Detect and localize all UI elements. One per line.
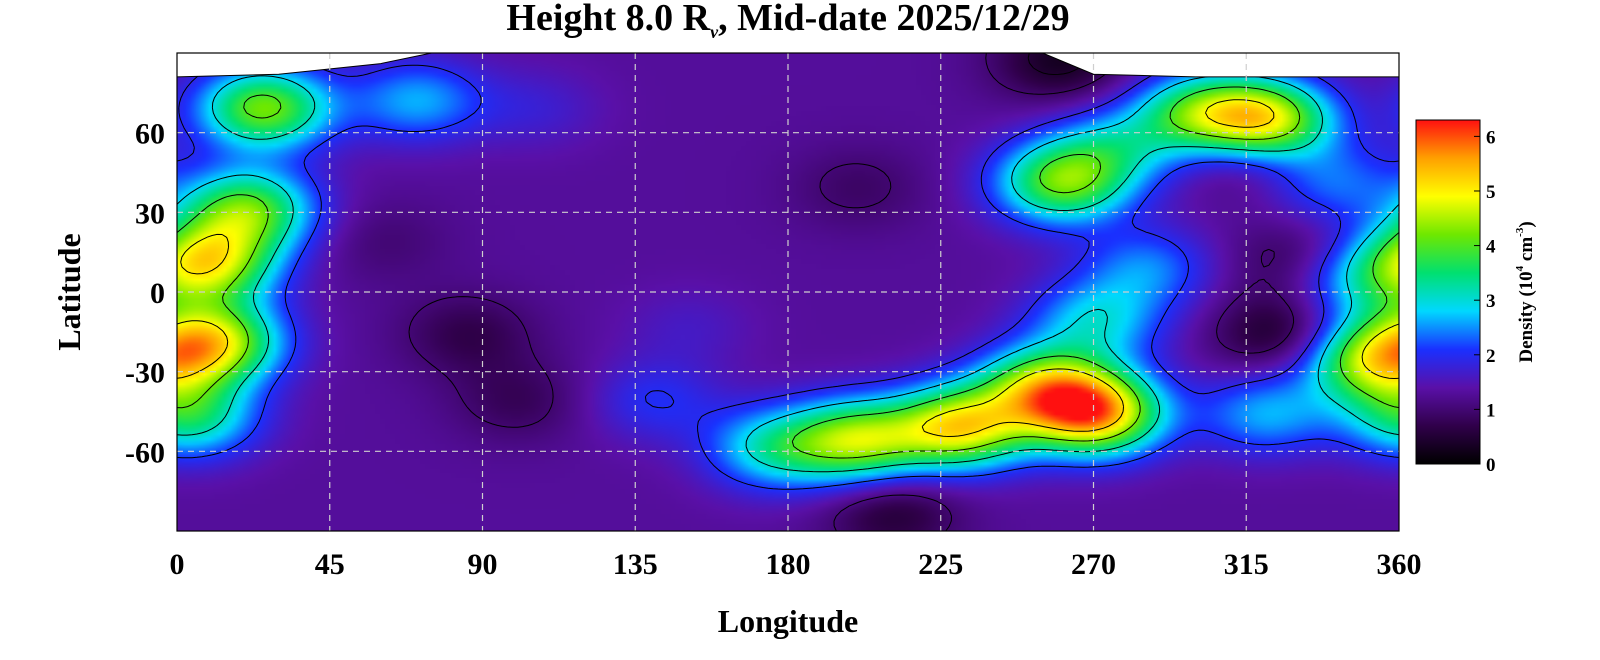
x-tick-label: 0 bbox=[170, 548, 185, 581]
contour-level-3 bbox=[177, 74, 1399, 473]
colorbar-tick-label: 3 bbox=[1486, 291, 1496, 312]
y-tick-label: -30 bbox=[125, 357, 165, 390]
colorbar-tick-label: 1 bbox=[1486, 400, 1496, 421]
x-axis-ticks: 0 45 90 135 180 225 270 315 360 bbox=[170, 548, 1422, 581]
plot-frame bbox=[176, 52, 1400, 532]
colorbar-tick-label: 2 bbox=[1486, 346, 1496, 367]
colorbar-label: Density (104 cm-3) bbox=[1514, 221, 1537, 362]
chart-title: Height 8.0 Rν, Mid-date 2025/12/29 bbox=[506, 0, 1069, 42]
colorbar-tick-label: 0 bbox=[1486, 455, 1496, 476]
plot-area bbox=[176, 52, 1400, 532]
y-axis-label: Latitude bbox=[51, 233, 87, 350]
x-tick-label: 315 bbox=[1224, 548, 1269, 581]
contour-level-1 bbox=[408, 53, 1295, 531]
y-tick-label: 60 bbox=[135, 118, 165, 151]
x-tick-label: 360 bbox=[1377, 548, 1422, 581]
x-tick-label: 180 bbox=[766, 548, 811, 581]
colorbar: 0 1 2 3 4 5 6 Density (104 cm-3) bbox=[1415, 119, 1537, 476]
y-tick-label: 0 bbox=[150, 277, 165, 310]
y-axis-ticks: 60 30 0 -30 -60 bbox=[125, 118, 165, 470]
contour-level-4 bbox=[177, 86, 1399, 459]
colorbar-tick-label: 6 bbox=[1486, 127, 1496, 148]
colorbar-tick-label: 4 bbox=[1486, 237, 1496, 258]
x-tick-label: 90 bbox=[468, 548, 498, 581]
x-axis-label: Longitude bbox=[718, 603, 858, 639]
colorbar-tick-label: 5 bbox=[1486, 182, 1496, 203]
y-tick-label: -60 bbox=[125, 436, 165, 469]
x-tick-label: 45 bbox=[315, 548, 345, 581]
x-tick-label: 225 bbox=[918, 548, 963, 581]
colorbar-ticks: 0 1 2 3 4 5 6 bbox=[1474, 127, 1496, 476]
contour-lines bbox=[177, 53, 1399, 531]
grid-lines bbox=[177, 53, 1399, 531]
y-tick-label: 30 bbox=[135, 197, 165, 230]
x-tick-label: 270 bbox=[1071, 548, 1116, 581]
colorbar-bar bbox=[1415, 119, 1481, 465]
x-tick-label: 135 bbox=[613, 548, 658, 581]
